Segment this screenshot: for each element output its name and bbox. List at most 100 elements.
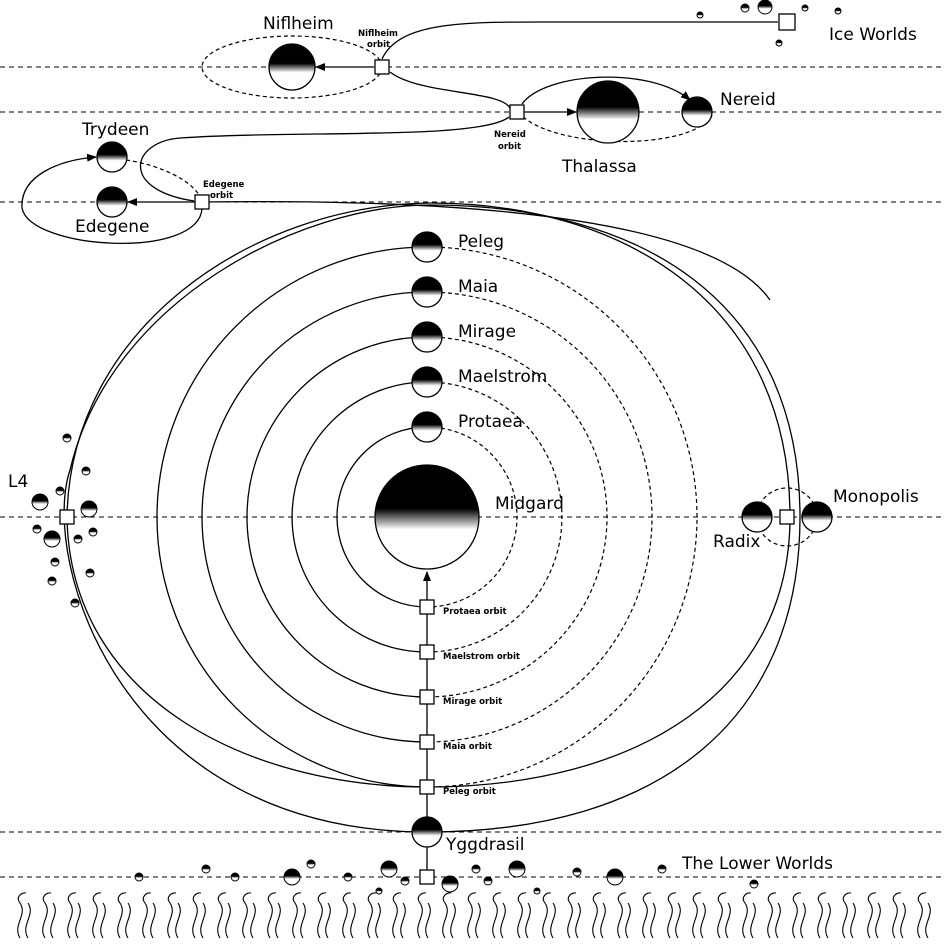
peleg-planet xyxy=(411,231,443,263)
maelstrom-orbit-label: Maelstrom orbit xyxy=(443,652,520,662)
wave-glyph xyxy=(542,892,556,939)
monopolis-planet xyxy=(801,501,833,533)
wave-glyph xyxy=(842,892,856,939)
niflheim-planet xyxy=(268,43,316,91)
maelstrom-orbit-solid xyxy=(291,378,428,653)
small-body-moon xyxy=(657,864,667,874)
small-body-moon xyxy=(375,887,383,895)
nereid-planet xyxy=(681,96,713,128)
wave-glyph xyxy=(567,892,581,939)
orbit-labels: Niflheim orbit Nereid orbit Edegene orbi… xyxy=(203,29,526,797)
small-body-moon xyxy=(801,4,809,12)
wave-glyph xyxy=(392,892,406,939)
radix-label: Radix xyxy=(713,532,760,552)
wave-glyph xyxy=(117,892,131,939)
peleg-label: Peleg xyxy=(458,232,504,252)
lower-worlds-node xyxy=(419,869,435,885)
radix-planet xyxy=(741,501,773,533)
trydeen-label: Trydeen xyxy=(81,120,149,140)
small-body-moon xyxy=(441,875,459,893)
midgard-planet xyxy=(374,464,480,570)
wave-glyph xyxy=(517,892,531,939)
edegene-orbit-label-2: orbit xyxy=(210,191,233,201)
yggdrasil-label: Yggdrasil xyxy=(445,835,524,855)
yggdrasil-planet xyxy=(411,816,443,848)
ice-link xyxy=(381,21,778,60)
small-bodies xyxy=(31,0,842,895)
mirage-orbit-label: Mirage orbit xyxy=(443,697,502,707)
wave-glyph xyxy=(367,892,381,939)
small-body-moon xyxy=(606,868,624,886)
mirage-planet xyxy=(411,321,443,353)
edegene-label: Edegene xyxy=(75,217,149,237)
mirage-orbit-dashed xyxy=(426,336,608,698)
level-lines xyxy=(0,66,945,878)
lower-worlds-label: The Lower Worlds xyxy=(681,854,833,874)
small-body-moon xyxy=(81,466,91,476)
peleg-orbit-dashed xyxy=(426,246,698,788)
edegene-orbit-node xyxy=(194,194,210,210)
small-body-moon xyxy=(73,534,83,544)
wave-glyph xyxy=(867,892,881,939)
wave-glyph xyxy=(442,892,456,939)
wave-glyph xyxy=(242,892,256,939)
mirage-orbit-solid xyxy=(246,333,428,698)
l4-node xyxy=(59,509,75,525)
small-body-moon xyxy=(757,0,773,15)
wave-glyph xyxy=(67,892,81,939)
small-body-moon xyxy=(483,876,493,886)
lower-worlds-waves xyxy=(17,892,931,939)
maelstrom-orbit-dashed xyxy=(426,381,563,653)
protaea-orbit-dashed xyxy=(426,426,518,608)
planets xyxy=(96,43,833,848)
small-body-moon xyxy=(31,493,49,511)
protaea-orbit-solid xyxy=(336,423,428,608)
trydeen-link-dashed xyxy=(125,159,200,196)
small-body-moon xyxy=(62,433,72,443)
small-body-moon xyxy=(283,868,301,886)
wave-glyph xyxy=(917,892,931,939)
nereid-orbit-label-1: Nereid xyxy=(494,130,526,140)
small-body-moon xyxy=(400,876,410,886)
trydeen-planet xyxy=(96,141,128,173)
maia-orbit-label: Maia orbit xyxy=(443,742,492,752)
l4-label: L4 xyxy=(8,472,28,492)
edegene-loop xyxy=(21,153,203,244)
edegene-planet xyxy=(96,186,128,218)
small-body-moon xyxy=(471,864,481,874)
small-body-moon xyxy=(749,879,759,889)
maelstrom-label: Maelstrom xyxy=(458,367,547,387)
wave-glyph xyxy=(92,892,106,939)
thalassa-label: Thalassa xyxy=(561,157,637,177)
wave-glyph xyxy=(42,892,56,939)
nereid-orbit-label-2: orbit xyxy=(498,142,521,152)
small-body-moon xyxy=(134,872,144,882)
peleg-orbit-label: Peleg orbit xyxy=(443,787,496,797)
peleg-to-l4-loop xyxy=(66,202,791,788)
edegene-orbit-label-1: Edegene xyxy=(203,180,245,190)
ice-worlds-label: Ice Worlds xyxy=(829,25,917,45)
wave-glyph xyxy=(617,892,631,939)
small-body-moon xyxy=(85,568,95,578)
small-body-moon xyxy=(32,524,42,534)
small-body-moon xyxy=(572,867,582,877)
wave-glyph xyxy=(692,892,706,939)
outer-loops xyxy=(63,200,801,833)
protaea-orbit-node xyxy=(419,599,435,615)
maelstrom-orbit-node xyxy=(419,644,435,660)
nereid-label: Nereid xyxy=(720,90,776,110)
wave-glyph xyxy=(467,892,481,939)
wave-glyph xyxy=(717,892,731,939)
small-body-moon xyxy=(696,11,704,19)
small-body-moon xyxy=(533,887,541,895)
small-body-moon xyxy=(80,500,98,518)
small-body-moon xyxy=(343,872,353,882)
wave-glyph xyxy=(667,892,681,939)
nereid-orbit-node xyxy=(509,104,525,120)
monopolis-label: Monopolis xyxy=(833,487,919,507)
maia-label: Maia xyxy=(458,277,498,297)
wave-glyph xyxy=(642,892,656,939)
protaea-orbit-label: Protaea orbit xyxy=(443,607,507,617)
niflheim-orbit-label-1: Niflheim xyxy=(358,29,398,39)
